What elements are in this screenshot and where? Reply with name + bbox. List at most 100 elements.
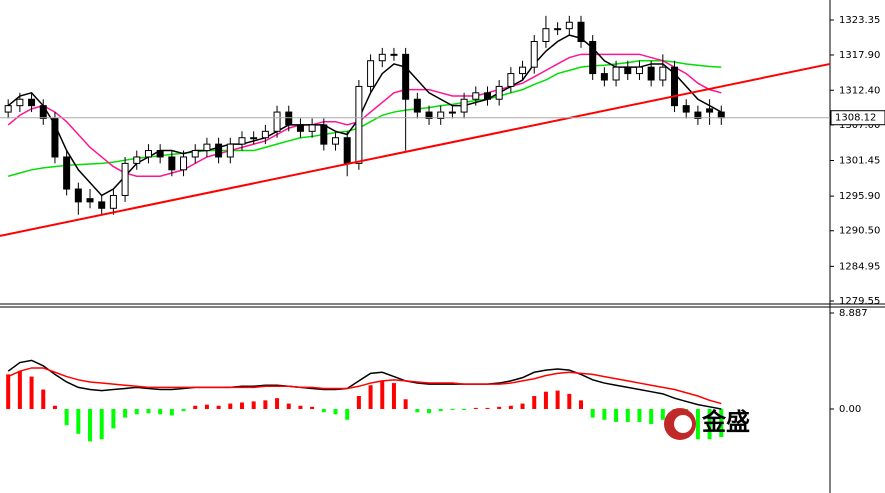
histogram-bar — [228, 403, 233, 409]
candle-body — [250, 137, 258, 140]
candle-body — [320, 124, 328, 145]
histogram-bar — [17, 371, 22, 409]
last-price-box — [830, 110, 885, 126]
candle-body — [589, 41, 597, 75]
histogram-bar — [333, 408, 338, 415]
candle-body — [530, 41, 538, 68]
histogram-bar — [6, 374, 11, 409]
candle-body — [600, 73, 608, 81]
last-price-label: 1308.12 — [835, 113, 876, 124]
candle-body — [39, 105, 47, 119]
candle-body — [448, 111, 456, 114]
histogram-bar — [473, 407, 478, 409]
histogram-bar — [391, 383, 396, 409]
candle-body — [180, 156, 188, 171]
histogram-bar — [403, 399, 408, 409]
histogram-bar — [637, 408, 642, 422]
histogram-bar — [158, 408, 163, 415]
candle-body — [63, 156, 71, 190]
candle-body — [109, 194, 117, 209]
indicator-line — [7, 367, 722, 405]
histogram-bar — [251, 401, 256, 409]
candle-body — [472, 92, 480, 100]
candle-body — [296, 124, 304, 132]
candle-body — [285, 111, 293, 126]
histogram-bar — [695, 408, 700, 440]
candle-body — [671, 66, 679, 107]
histogram-bar — [555, 390, 560, 409]
histogram-bar — [146, 408, 151, 414]
candle-body — [4, 105, 12, 113]
candle-body — [378, 53, 386, 62]
candle-body — [425, 111, 433, 119]
candle-body — [635, 66, 643, 75]
histogram-bar — [52, 405, 57, 409]
histogram-bar — [310, 406, 315, 409]
y-tick-label: 1279.55 — [839, 296, 880, 307]
candle-body — [215, 143, 223, 158]
histogram-bar — [649, 408, 654, 425]
histogram-bar — [111, 408, 116, 429]
candle-body — [28, 98, 36, 107]
candle-body — [694, 111, 702, 119]
y-tick-label: 1284.95 — [839, 261, 880, 272]
histogram-bar — [602, 408, 607, 420]
histogram-bar — [543, 391, 548, 409]
y-tick-label: 1312.40 — [839, 85, 880, 96]
y-tick-label: 0.00 — [839, 404, 861, 415]
candle-body — [495, 85, 503, 100]
candle-body — [717, 111, 725, 119]
y-tick-label: 1290.50 — [839, 226, 880, 237]
histogram-bar — [239, 402, 244, 409]
histogram-bar — [415, 408, 420, 413]
histogram-bar — [356, 396, 361, 409]
histogram-bar — [204, 404, 209, 409]
indicator-line — [7, 359, 722, 410]
indicator-line — [7, 59, 722, 177]
candle-body — [168, 156, 176, 171]
histogram-bar — [123, 408, 128, 418]
candle-body — [133, 156, 141, 164]
candle-body — [554, 28, 562, 31]
candle-body — [390, 53, 398, 56]
histogram-bar — [321, 408, 326, 413]
y-tick-label: 1307.00 — [839, 120, 880, 131]
histogram-bar — [368, 385, 373, 409]
candle-body — [203, 143, 211, 152]
histogram-bar — [462, 408, 467, 411]
histogram-bar — [88, 408, 93, 442]
candle-body — [308, 124, 316, 132]
candle-body — [16, 98, 24, 107]
candle-body — [507, 73, 515, 87]
y-tick-label: 1317.90 — [839, 50, 880, 61]
candle-body — [261, 130, 269, 139]
histogram-bar — [275, 398, 280, 409]
histogram-bar — [134, 408, 139, 415]
candle-body — [682, 105, 690, 113]
candle-body — [413, 98, 421, 113]
y-tick-label: 1323.35 — [839, 15, 880, 26]
histogram-bar — [450, 408, 455, 411]
candle-body — [51, 117, 59, 158]
candle-body — [519, 66, 527, 75]
candle-body — [402, 53, 410, 100]
histogram-bar — [64, 408, 69, 426]
candle-body — [355, 85, 363, 164]
candle-body — [460, 98, 468, 113]
candle-body — [659, 66, 667, 81]
histogram-bar — [579, 400, 583, 409]
y-tick-label: 1295.90 — [839, 191, 880, 202]
candle-body — [542, 28, 550, 43]
candle-body — [624, 66, 632, 75]
candle-body — [706, 108, 714, 113]
histogram-bar — [590, 408, 595, 418]
candle-body — [273, 111, 281, 132]
y-tick-label: 8.887 — [839, 308, 868, 319]
histogram-bar — [216, 405, 221, 409]
candle-body — [191, 150, 199, 158]
histogram-bar — [660, 408, 665, 420]
histogram-bar — [567, 393, 572, 409]
candle-body — [647, 66, 655, 81]
